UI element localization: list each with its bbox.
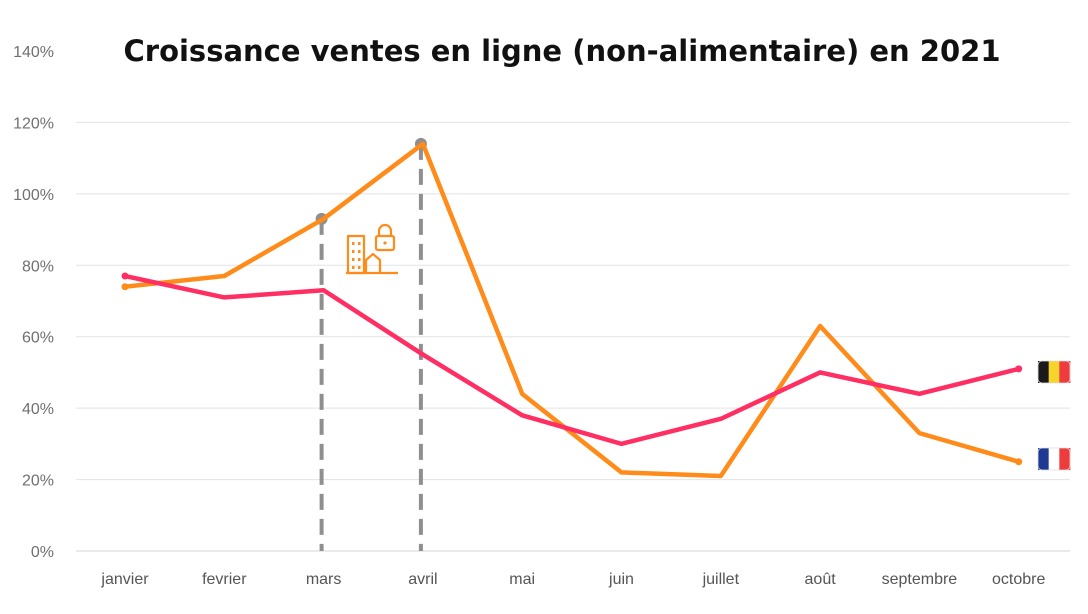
lock-shackle (377, 223, 393, 236)
y-tick-label: 0% (31, 544, 54, 561)
window (352, 242, 355, 245)
x-tick-label: octobre (992, 571, 1045, 588)
x-tick-label: janvier (100, 571, 149, 588)
legend-flags (1037, 360, 1071, 471)
window (352, 258, 355, 261)
grid-lines (76, 121, 1070, 552)
series-point-belgium (1015, 365, 1023, 373)
belgium-flag-icon (1037, 360, 1071, 384)
window (358, 242, 361, 245)
series-line-belgium (122, 273, 1021, 447)
y-tick-label: 100% (13, 187, 54, 204)
series-point-france (1015, 458, 1023, 466)
window (352, 266, 355, 269)
lock-keyhole (383, 241, 387, 245)
x-tick-label: juin (608, 571, 634, 588)
chart-title: Croissance ventes en ligne (non-alimenta… (123, 34, 1000, 68)
window (358, 258, 361, 261)
house-outline (364, 252, 382, 273)
flag-stripe (1038, 448, 1050, 470)
series-point-france (121, 283, 129, 291)
x-tick-label: septembre (882, 571, 958, 588)
building-outline (346, 234, 366, 275)
flag-stripe (1048, 361, 1060, 383)
y-tick-label: 80% (22, 258, 54, 275)
flag-stripe (1059, 361, 1071, 383)
x-tick-label: mars (306, 571, 342, 588)
series-point-belgium (121, 272, 129, 280)
x-tick-label: août (805, 571, 837, 588)
y-tick-label: 60% (22, 330, 54, 347)
x-tick-label: mai (509, 571, 535, 588)
y-tick-label: 140% (13, 44, 54, 61)
x-axis-ticks: janvier fevrier mars avril mai juin juillet aoû… (100, 571, 1045, 588)
flag-stripe (1048, 448, 1060, 470)
lock-body (374, 234, 396, 252)
x-tick-label: avril (408, 571, 437, 588)
series-lines (121, 141, 1023, 479)
lockdown-building-icon (346, 223, 398, 275)
flag-border (1037, 447, 1071, 471)
france-flag-icon (1037, 447, 1071, 471)
y-axis-ticks: 0% 20% 40% 60% 80% 100% 120% 140% (13, 44, 54, 561)
window (352, 250, 355, 253)
flag-border (1037, 360, 1071, 384)
flag-stripe (1038, 361, 1050, 383)
window (358, 266, 361, 269)
x-tick-label: juillet (702, 571, 740, 588)
window (358, 250, 361, 253)
x-tick-label: fevrier (202, 571, 247, 588)
y-tick-label: 120% (13, 115, 54, 132)
flag-stripe (1059, 448, 1071, 470)
y-tick-label: 20% (22, 473, 54, 490)
series-line-france (122, 141, 1021, 479)
y-tick-label: 40% (22, 401, 54, 418)
